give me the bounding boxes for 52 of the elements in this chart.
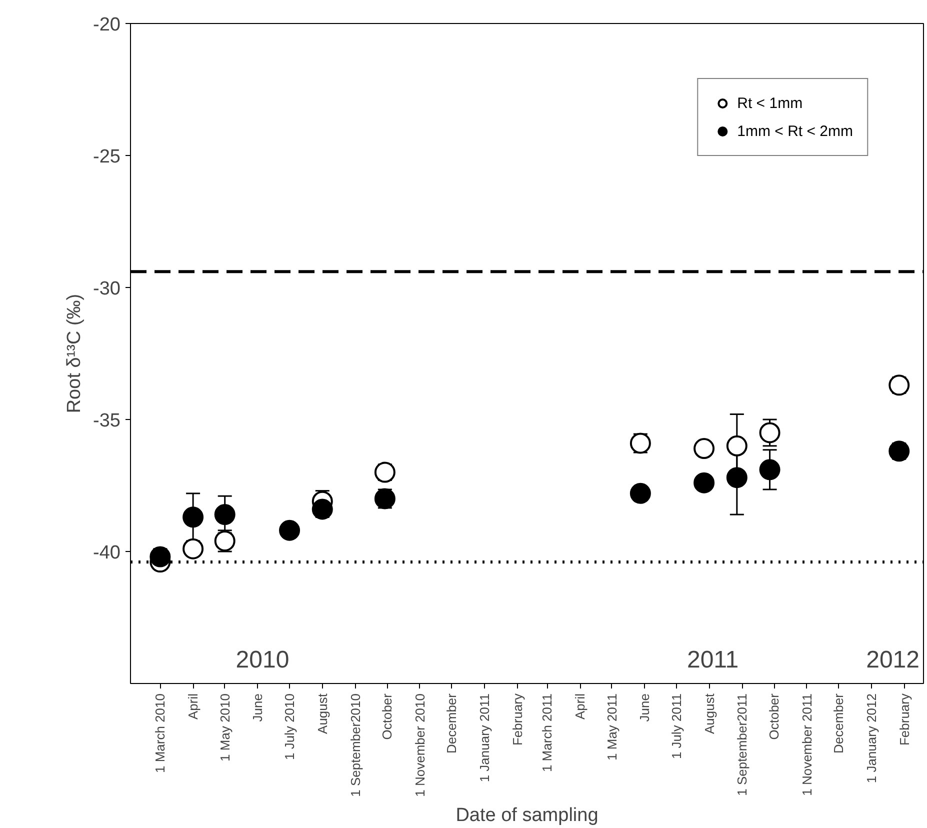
x-tick-label: August — [314, 693, 330, 734]
x-tick-label: October — [766, 692, 782, 740]
x-tick-label: 1 May 2011 — [604, 694, 620, 760]
y-tick-label: -40 — [93, 542, 121, 564]
x-tick-label: 1 September2010 — [348, 693, 363, 797]
point — [374, 462, 396, 483]
x-tick-label: August — [702, 693, 717, 734]
x-tick-label: April — [186, 693, 201, 720]
x-tick-label: 1 March 2010 — [152, 693, 168, 773]
x-tick-label: February — [896, 693, 912, 746]
y-tick-label: -25 — [93, 146, 121, 168]
annotation: 2010 — [236, 646, 290, 674]
point — [694, 472, 715, 494]
x-tick-label: 1 May 2010 — [217, 693, 232, 762]
x-tick-label: April — [572, 693, 588, 720]
x-tick-label: February — [510, 693, 525, 746]
point — [214, 504, 236, 526]
point — [759, 422, 780, 444]
point — [888, 440, 910, 462]
point — [759, 459, 780, 480]
x-tick-label: 1 July 2011 — [668, 693, 684, 760]
x-tick-label: June — [250, 693, 266, 722]
y-tick-label: -30 — [93, 278, 121, 300]
x-tick-label: 1 November 2010 — [412, 693, 428, 797]
x-tick-label: 1 November 2011 — [799, 694, 814, 796]
x-tick-label: 1 March 2011 — [540, 693, 555, 772]
x-tick-label: 1 July 2010 — [282, 693, 298, 760]
y-axis-title: Root δ¹³C (‰) — [64, 294, 86, 414]
x-tick-label: December — [831, 692, 846, 754]
annotation: 2012 — [866, 646, 920, 674]
x-tick-label: June — [637, 693, 652, 722]
point — [726, 467, 748, 488]
point — [630, 482, 651, 504]
y-tick-label: -20 — [93, 14, 121, 36]
point — [694, 438, 715, 460]
x-tick-label: December — [444, 692, 460, 754]
point — [150, 546, 171, 568]
x-tick-label: October — [380, 692, 395, 740]
point — [312, 498, 333, 520]
x-tick-label: 1 January 2011 — [477, 693, 492, 782]
legend-label: Rt < 1mm — [737, 94, 803, 112]
point — [888, 374, 910, 396]
x-axis-title: Date of sampling — [456, 804, 598, 826]
annotation: 2011 — [686, 646, 739, 674]
legend-label: 1mm < Rt < 2mm — [737, 122, 853, 140]
point — [182, 506, 204, 528]
point — [182, 538, 204, 560]
point — [279, 520, 300, 541]
x-tick-label: 1 September2011 — [734, 693, 750, 796]
y-tick-label: -35 — [93, 410, 121, 432]
x-tick-label: 1 January 2012 — [864, 694, 880, 784]
point — [726, 435, 748, 456]
